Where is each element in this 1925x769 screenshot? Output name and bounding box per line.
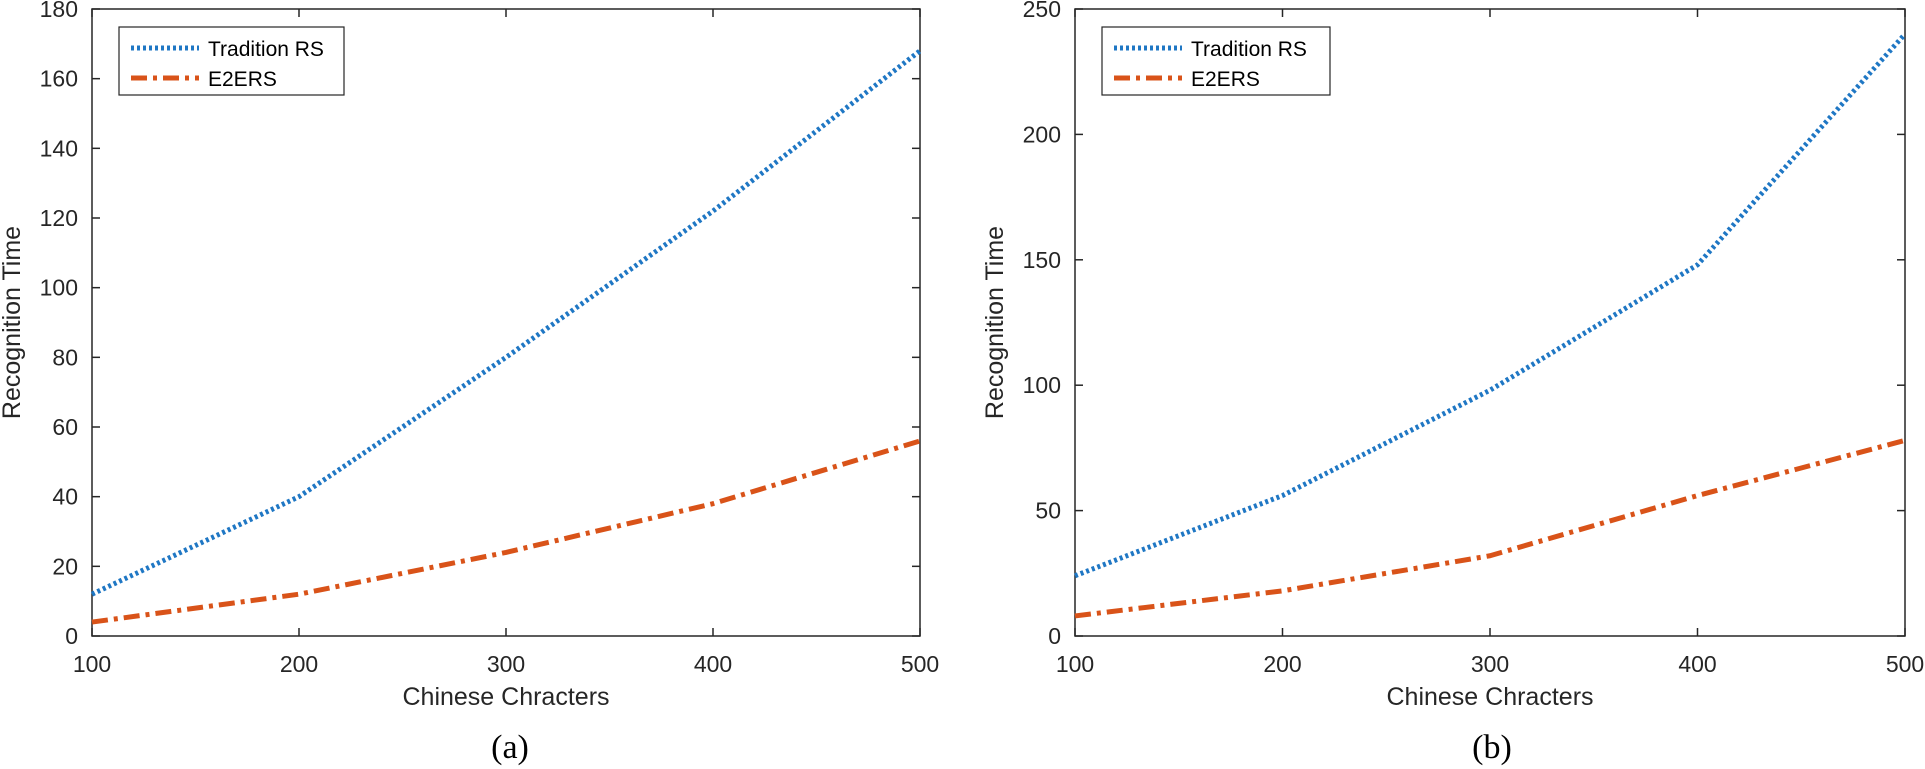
legend-box <box>118 26 345 96</box>
y-tick-label: 40 <box>52 484 78 510</box>
legend-label: E2ERS <box>1191 68 1260 91</box>
plot-area-frame <box>1074 8 1906 637</box>
y-tick-label: 100 <box>40 275 78 301</box>
data-point <box>918 49 922 53</box>
y-tick-label: 120 <box>40 205 78 231</box>
x-tick-label: 400 <box>694 651 732 677</box>
series-line-tradition-rs <box>1074 32 1907 579</box>
panel-caption: (b) <box>1472 729 1512 766</box>
x-tick-label: 100 <box>73 651 111 677</box>
x-tick-label: 300 <box>487 651 525 677</box>
data-point <box>918 439 922 443</box>
plot-area-frame <box>91 8 921 637</box>
series-line-e2ers <box>91 438 921 625</box>
y-tick-label: 180 <box>40 0 78 22</box>
y-tick-label: 60 <box>52 414 78 440</box>
x-tick-label: 200 <box>1263 651 1301 677</box>
legend-label: Tradition RS <box>1191 38 1307 61</box>
y-tick-label: 0 <box>65 623 78 649</box>
y-axis-label: Recognition Time <box>0 226 26 419</box>
data-point <box>1696 494 1700 498</box>
series-line-tradition-rs <box>90 48 922 597</box>
y-tick-label: 150 <box>1023 247 1061 273</box>
y-axis-label: Recognition Time <box>981 226 1009 419</box>
y-tick-label: 140 <box>40 135 78 161</box>
x-tick-label: 100 <box>1056 651 1094 677</box>
data-point <box>1073 614 1077 618</box>
data-point <box>1073 574 1077 578</box>
x-tick-label: 500 <box>1886 651 1924 677</box>
x-tick-label: 400 <box>1678 651 1716 677</box>
x-axis-label: Chinese Chracters <box>402 683 609 711</box>
y-tick-label: 160 <box>40 66 78 92</box>
data-point <box>297 592 301 596</box>
y-tick-label: 100 <box>1023 372 1061 398</box>
y-tick-label: 20 <box>52 553 78 579</box>
data-point <box>1488 388 1492 392</box>
data-point <box>90 620 94 624</box>
data-point <box>1696 263 1700 267</box>
data-point <box>1903 438 1907 442</box>
data-point <box>711 209 715 213</box>
data-point <box>90 592 94 596</box>
series-line-e2ers <box>1074 437 1906 619</box>
legend-label: Tradition RS <box>208 38 324 61</box>
x-axis-label: Chinese Chracters <box>1386 683 1593 711</box>
data-point <box>504 550 508 554</box>
data-point <box>1281 589 1285 593</box>
x-tick-label: 500 <box>901 651 939 677</box>
y-tick-label: 0 <box>1048 623 1061 649</box>
y-tick-label: 250 <box>1023 0 1061 22</box>
data-point <box>1488 554 1492 558</box>
y-tick-label: 200 <box>1023 121 1061 147</box>
x-tick-label: 300 <box>1471 651 1509 677</box>
y-tick-label: 50 <box>1035 498 1061 524</box>
chart-panel-b: 0 50 100 150 200 250 100 200 300 400 500 Chinese Ch… <box>981 0 1924 766</box>
data-point <box>297 495 301 499</box>
data-point <box>504 355 508 359</box>
chart-panel-a: 0 20 40 60 80 100 120 140 160 180 100 200 300 400 500 C… <box>0 0 939 766</box>
legend-label: E2ERS <box>208 68 277 91</box>
data-point <box>1281 494 1285 498</box>
y-tick-label: 80 <box>52 344 78 370</box>
legend-box <box>1101 26 1331 96</box>
data-point <box>1903 32 1907 36</box>
data-point <box>711 502 715 506</box>
panel-caption: (a) <box>491 729 529 766</box>
x-tick-label: 200 <box>280 651 318 677</box>
